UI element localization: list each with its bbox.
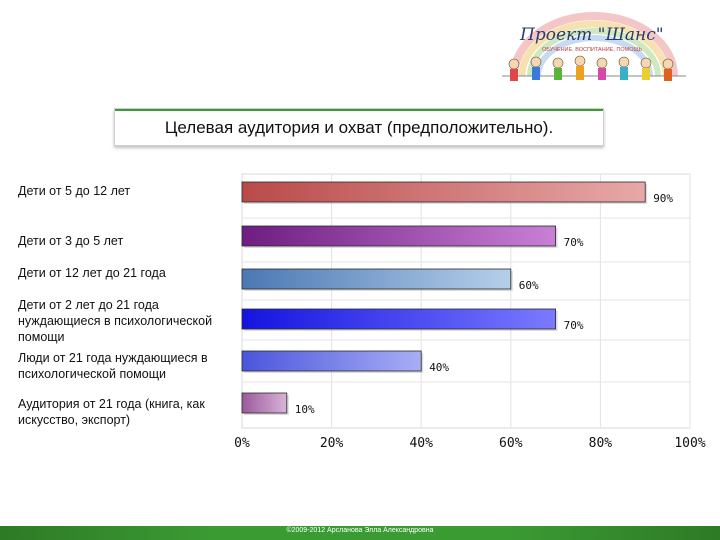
bar-value-label-5: 40% — [429, 361, 449, 374]
slide-title: Целевая аудитория и охват (предположител… — [164, 118, 554, 137]
bar-value-label-6: 10% — [295, 403, 315, 416]
x-tick-label-5: 80% — [589, 436, 613, 451]
bar-4 — [241, 308, 557, 330]
footer-bar: ©2009-2012 Арсланова Элла Александровна — [0, 526, 720, 540]
category-label-5: Люди от 21 года нуждающиеся в психологич… — [18, 351, 208, 381]
category-label-4: Дети от 2 лет до 21 года нуждающиеся в п… — [18, 298, 213, 344]
bar-value-label-3: 60% — [519, 279, 539, 292]
logo-text: Проект "Шанс" — [519, 25, 664, 45]
x-tick-label-2: 20% — [320, 436, 344, 451]
bar-1 — [241, 181, 646, 203]
bar-value-label-2: 70% — [564, 236, 584, 249]
category-label-6: Аудитория от 21 года (книга, как искусст… — [18, 397, 205, 427]
logo-tagline: ОБУЧЕНИЕ, ВОСПИТАНИЕ, ПОМОЩЬ — [542, 47, 643, 53]
bar-5 — [241, 350, 422, 372]
title-accent-line — [115, 109, 603, 111]
project-shans-logo: Проект "Шанс" ОБУЧЕНИЕ, ВОСПИТАНИЕ, ПОМО… — [502, 12, 686, 81]
x-tick-label-6: 100% — [674, 436, 705, 451]
bar-2 — [241, 225, 557, 247]
category-label-3: Дети от 12 лет до 21 года — [18, 266, 166, 280]
plot-area — [241, 173, 691, 429]
bar-3 — [241, 268, 512, 290]
x-tick-label-4: 60% — [499, 436, 523, 451]
kids-illustration — [502, 55, 686, 81]
slide-title-box: Целевая аудитория и охват (предположител… — [114, 108, 604, 146]
bar-value-label-1: 90% — [653, 192, 673, 205]
bar-6 — [241, 392, 288, 414]
bar-value-label-4: 70% — [564, 319, 584, 332]
x-tick-label-3: 40% — [409, 436, 433, 451]
footer-copyright: ©2009-2012 Арсланова Элла Александровна — [286, 527, 434, 534]
category-label-1: Дети от 5 до 12 лет — [18, 184, 131, 198]
category-label-2: Дети от 3 до 5 лет — [18, 234, 124, 248]
x-tick-label-1: 0% — [234, 436, 250, 451]
